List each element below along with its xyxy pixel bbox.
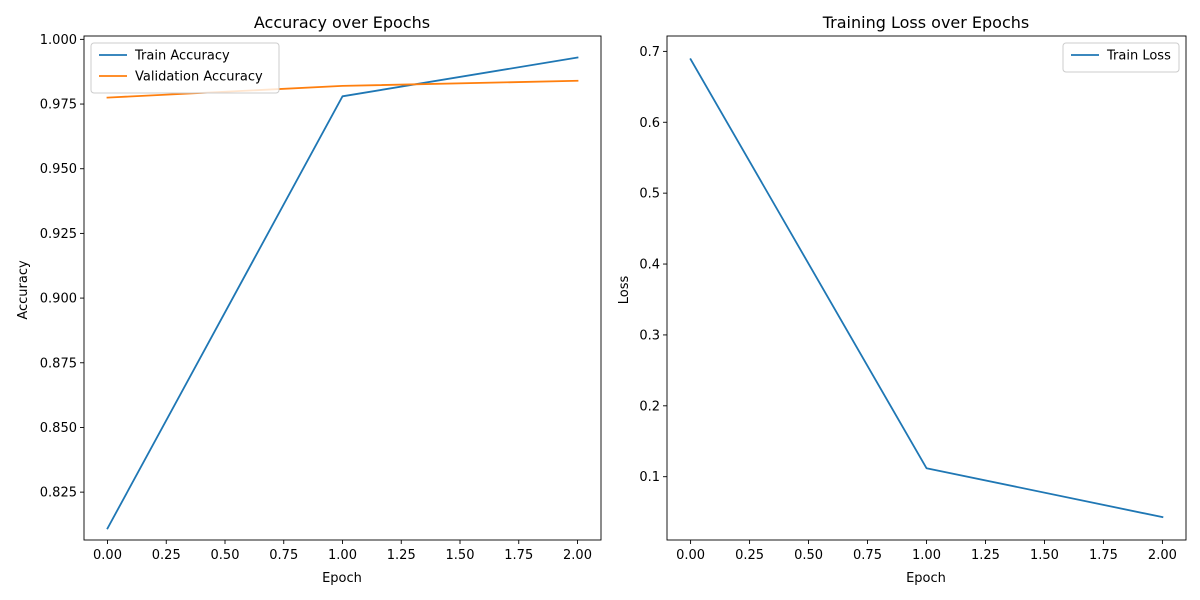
legend-box (90, 42, 280, 94)
x-tick-label: 1.75 (1089, 548, 1118, 563)
series-line (106, 56, 579, 530)
plot-frame (83, 35, 602, 541)
chart-title: Accuracy over Epochs (254, 13, 430, 32)
loss-chart: Training Loss over Epochs Epoch Loss 0.0… (617, 13, 1187, 586)
x-axis-label: Epoch (906, 571, 946, 586)
y-tick-label: 0.950 (40, 162, 77, 177)
y-tick-label: 0.975 (40, 98, 77, 113)
x-tick-label: 2.00 (1148, 548, 1177, 563)
series-line (106, 79, 579, 99)
x-tick-label: 0.75 (853, 548, 882, 563)
y-tick-label: 0.6 (639, 116, 660, 131)
y-tick-label: 0.4 (639, 258, 660, 273)
y-axis-label: Loss (617, 276, 632, 305)
x-tick-label: 1.50 (1030, 548, 1059, 563)
x-tick-label: 1.75 (504, 548, 533, 563)
x-tick-label: 2.00 (563, 548, 592, 563)
x-tick-label: 0.50 (794, 548, 823, 563)
x-axis-label: Epoch (322, 571, 362, 586)
chart-title: Training Loss over Epochs (822, 13, 1030, 32)
accuracy-chart: Accuracy over Epochs Epoch Accuracy 0.00… (16, 13, 602, 586)
x-tick-label: 1.50 (446, 548, 475, 563)
x-tick-label: 0.75 (269, 548, 298, 563)
x-tick-label: 0.25 (735, 548, 764, 563)
y-tick-label: 0.825 (40, 486, 77, 501)
plot-frame (666, 35, 1187, 541)
legend-label: Train Accuracy (134, 49, 230, 64)
x-tick-label: 1.25 (971, 548, 1000, 563)
series-line (689, 57, 1164, 519)
y-tick-label: 0.850 (40, 421, 77, 436)
x-tick-label: 0.00 (93, 548, 122, 563)
y-axis-label: Accuracy (16, 260, 31, 320)
legend-box (1062, 42, 1180, 73)
legend-label: Validation Accuracy (135, 70, 263, 85)
x-tick-label: 1.00 (328, 548, 357, 563)
y-tick-label: 0.925 (40, 227, 77, 242)
legend-label: Train Loss (1106, 49, 1171, 64)
y-tick-label: 0.875 (40, 356, 77, 371)
y-tick-label: 0.7 (639, 45, 660, 60)
x-tick-label: 1.00 (912, 548, 941, 563)
x-tick-label: 1.25 (387, 548, 416, 563)
y-tick-label: 0.2 (639, 399, 660, 414)
x-tick-label: 0.25 (152, 548, 181, 563)
x-tick-label: 0.50 (211, 548, 240, 563)
y-tick-label: 0.900 (40, 292, 77, 307)
y-tick-label: 0.1 (639, 470, 660, 485)
y-tick-label: 1.000 (40, 33, 77, 48)
legend: Train Loss (1062, 42, 1180, 73)
y-tick-label: 0.3 (639, 328, 660, 343)
y-tick-label: 0.5 (639, 187, 660, 202)
x-tick-label: 0.00 (676, 548, 705, 563)
legend: Train Accuracy Validation Accuracy (90, 42, 280, 94)
